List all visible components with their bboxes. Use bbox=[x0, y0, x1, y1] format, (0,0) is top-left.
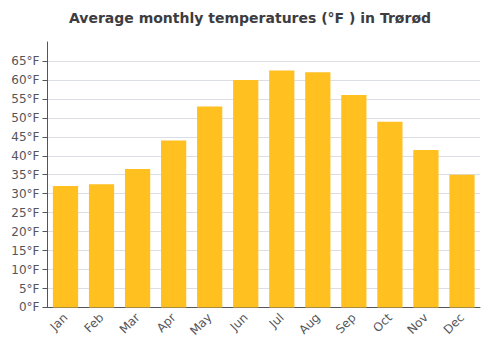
svg-text:35°F: 35°F bbox=[11, 168, 39, 182]
svg-text:Jul: Jul bbox=[266, 311, 287, 332]
svg-text:65°F: 65°F bbox=[11, 54, 39, 68]
svg-text:Apr: Apr bbox=[154, 310, 179, 335]
svg-text:Dec: Dec bbox=[441, 311, 467, 337]
svg-text:60°F: 60°F bbox=[11, 73, 39, 87]
svg-text:10°F: 10°F bbox=[11, 263, 39, 277]
svg-text:Mar: Mar bbox=[117, 310, 143, 336]
svg-text:20°F: 20°F bbox=[11, 225, 39, 239]
svg-text:Average monthly temperatures (: Average monthly temperatures (°F ) in Tr… bbox=[69, 10, 431, 26]
svg-text:Sep: Sep bbox=[333, 311, 359, 337]
svg-text:0°F: 0°F bbox=[19, 300, 40, 314]
svg-text:45°F: 45°F bbox=[11, 130, 39, 144]
svg-text:55°F: 55°F bbox=[11, 92, 39, 106]
svg-text:40°F: 40°F bbox=[11, 149, 39, 163]
svg-text:5°F: 5°F bbox=[19, 282, 40, 296]
svg-text:May: May bbox=[187, 311, 214, 338]
svg-text:Jan: Jan bbox=[47, 311, 71, 335]
svg-text:Aug: Aug bbox=[296, 311, 322, 337]
svg-text:30°F: 30°F bbox=[11, 187, 39, 201]
svg-text:50°F: 50°F bbox=[11, 111, 39, 125]
svg-text:15°F: 15°F bbox=[11, 244, 39, 258]
svg-text:Feb: Feb bbox=[82, 311, 107, 336]
svg-text:25°F: 25°F bbox=[11, 206, 39, 220]
svg-text:Oct: Oct bbox=[370, 310, 395, 335]
svg-text:Jun: Jun bbox=[227, 311, 251, 335]
svg-text:Nov: Nov bbox=[404, 311, 430, 337]
